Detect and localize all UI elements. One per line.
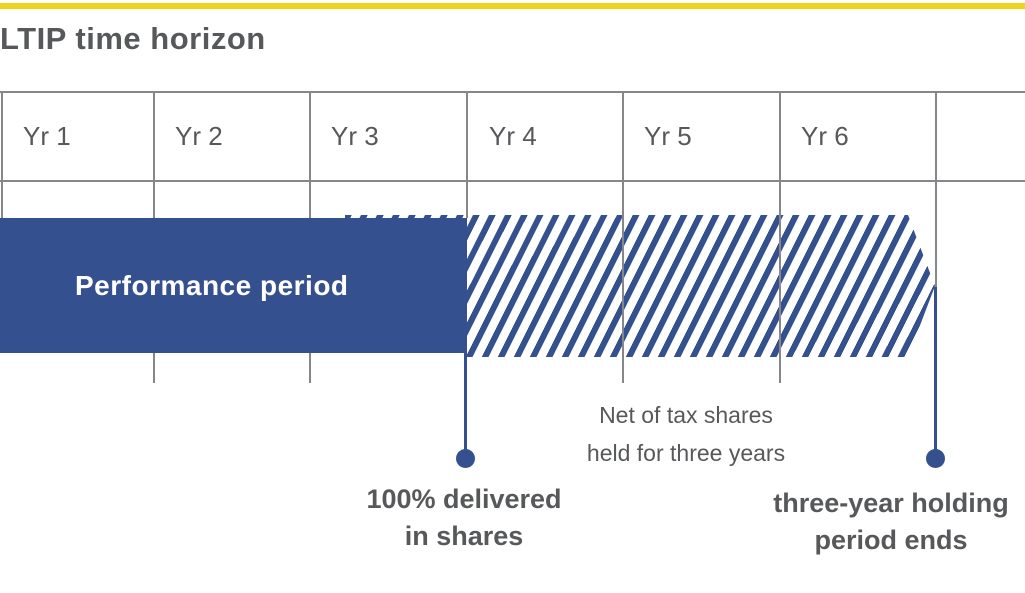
net-of-tax-note: Net of tax shares held for three years <box>511 396 861 472</box>
year-label-6: Yr 6 <box>801 121 849 151</box>
milestone-leader-line <box>464 349 467 450</box>
milestone-leader-line <box>934 287 937 450</box>
year-label-5: Yr 5 <box>644 121 692 151</box>
year-divider <box>1 91 3 218</box>
delivered-note-line1: 100% delivered <box>366 484 562 514</box>
performance-period-label: Performance period <box>75 269 349 301</box>
year-divider <box>466 91 468 218</box>
timeline-top-rule <box>0 91 1025 93</box>
year-label-4: Yr 4 <box>489 121 537 151</box>
year-divider <box>935 91 937 287</box>
milestone-dot <box>926 449 945 468</box>
year-divider <box>779 91 781 383</box>
hatch-mask <box>345 353 464 359</box>
milestone-dot <box>456 449 475 468</box>
year-divider <box>622 91 624 383</box>
page-title: LTIP time horizon <box>0 21 266 56</box>
net-of-tax-note-line1: Net of tax shares <box>599 402 773 428</box>
year-label-1: Yr 1 <box>23 121 71 151</box>
holding-period-ends-note: three-year holding period ends <box>741 485 1025 559</box>
delivered-note-line2: in shares <box>404 521 524 551</box>
top-accent-rule <box>0 3 1025 9</box>
year-label-2: Yr 2 <box>175 121 223 151</box>
net-of-tax-note-line2: held for three years <box>586 440 786 466</box>
year-label-3: Yr 3 <box>331 121 379 151</box>
delivered-in-shares-note: 100% delivered in shares <box>314 481 614 555</box>
holding-note-line2: period ends <box>814 525 968 555</box>
timeline-bottom-rule <box>0 180 1025 182</box>
performance-period-bar: Performance period <box>0 218 467 353</box>
holding-note-line1: three-year holding <box>773 488 1009 518</box>
